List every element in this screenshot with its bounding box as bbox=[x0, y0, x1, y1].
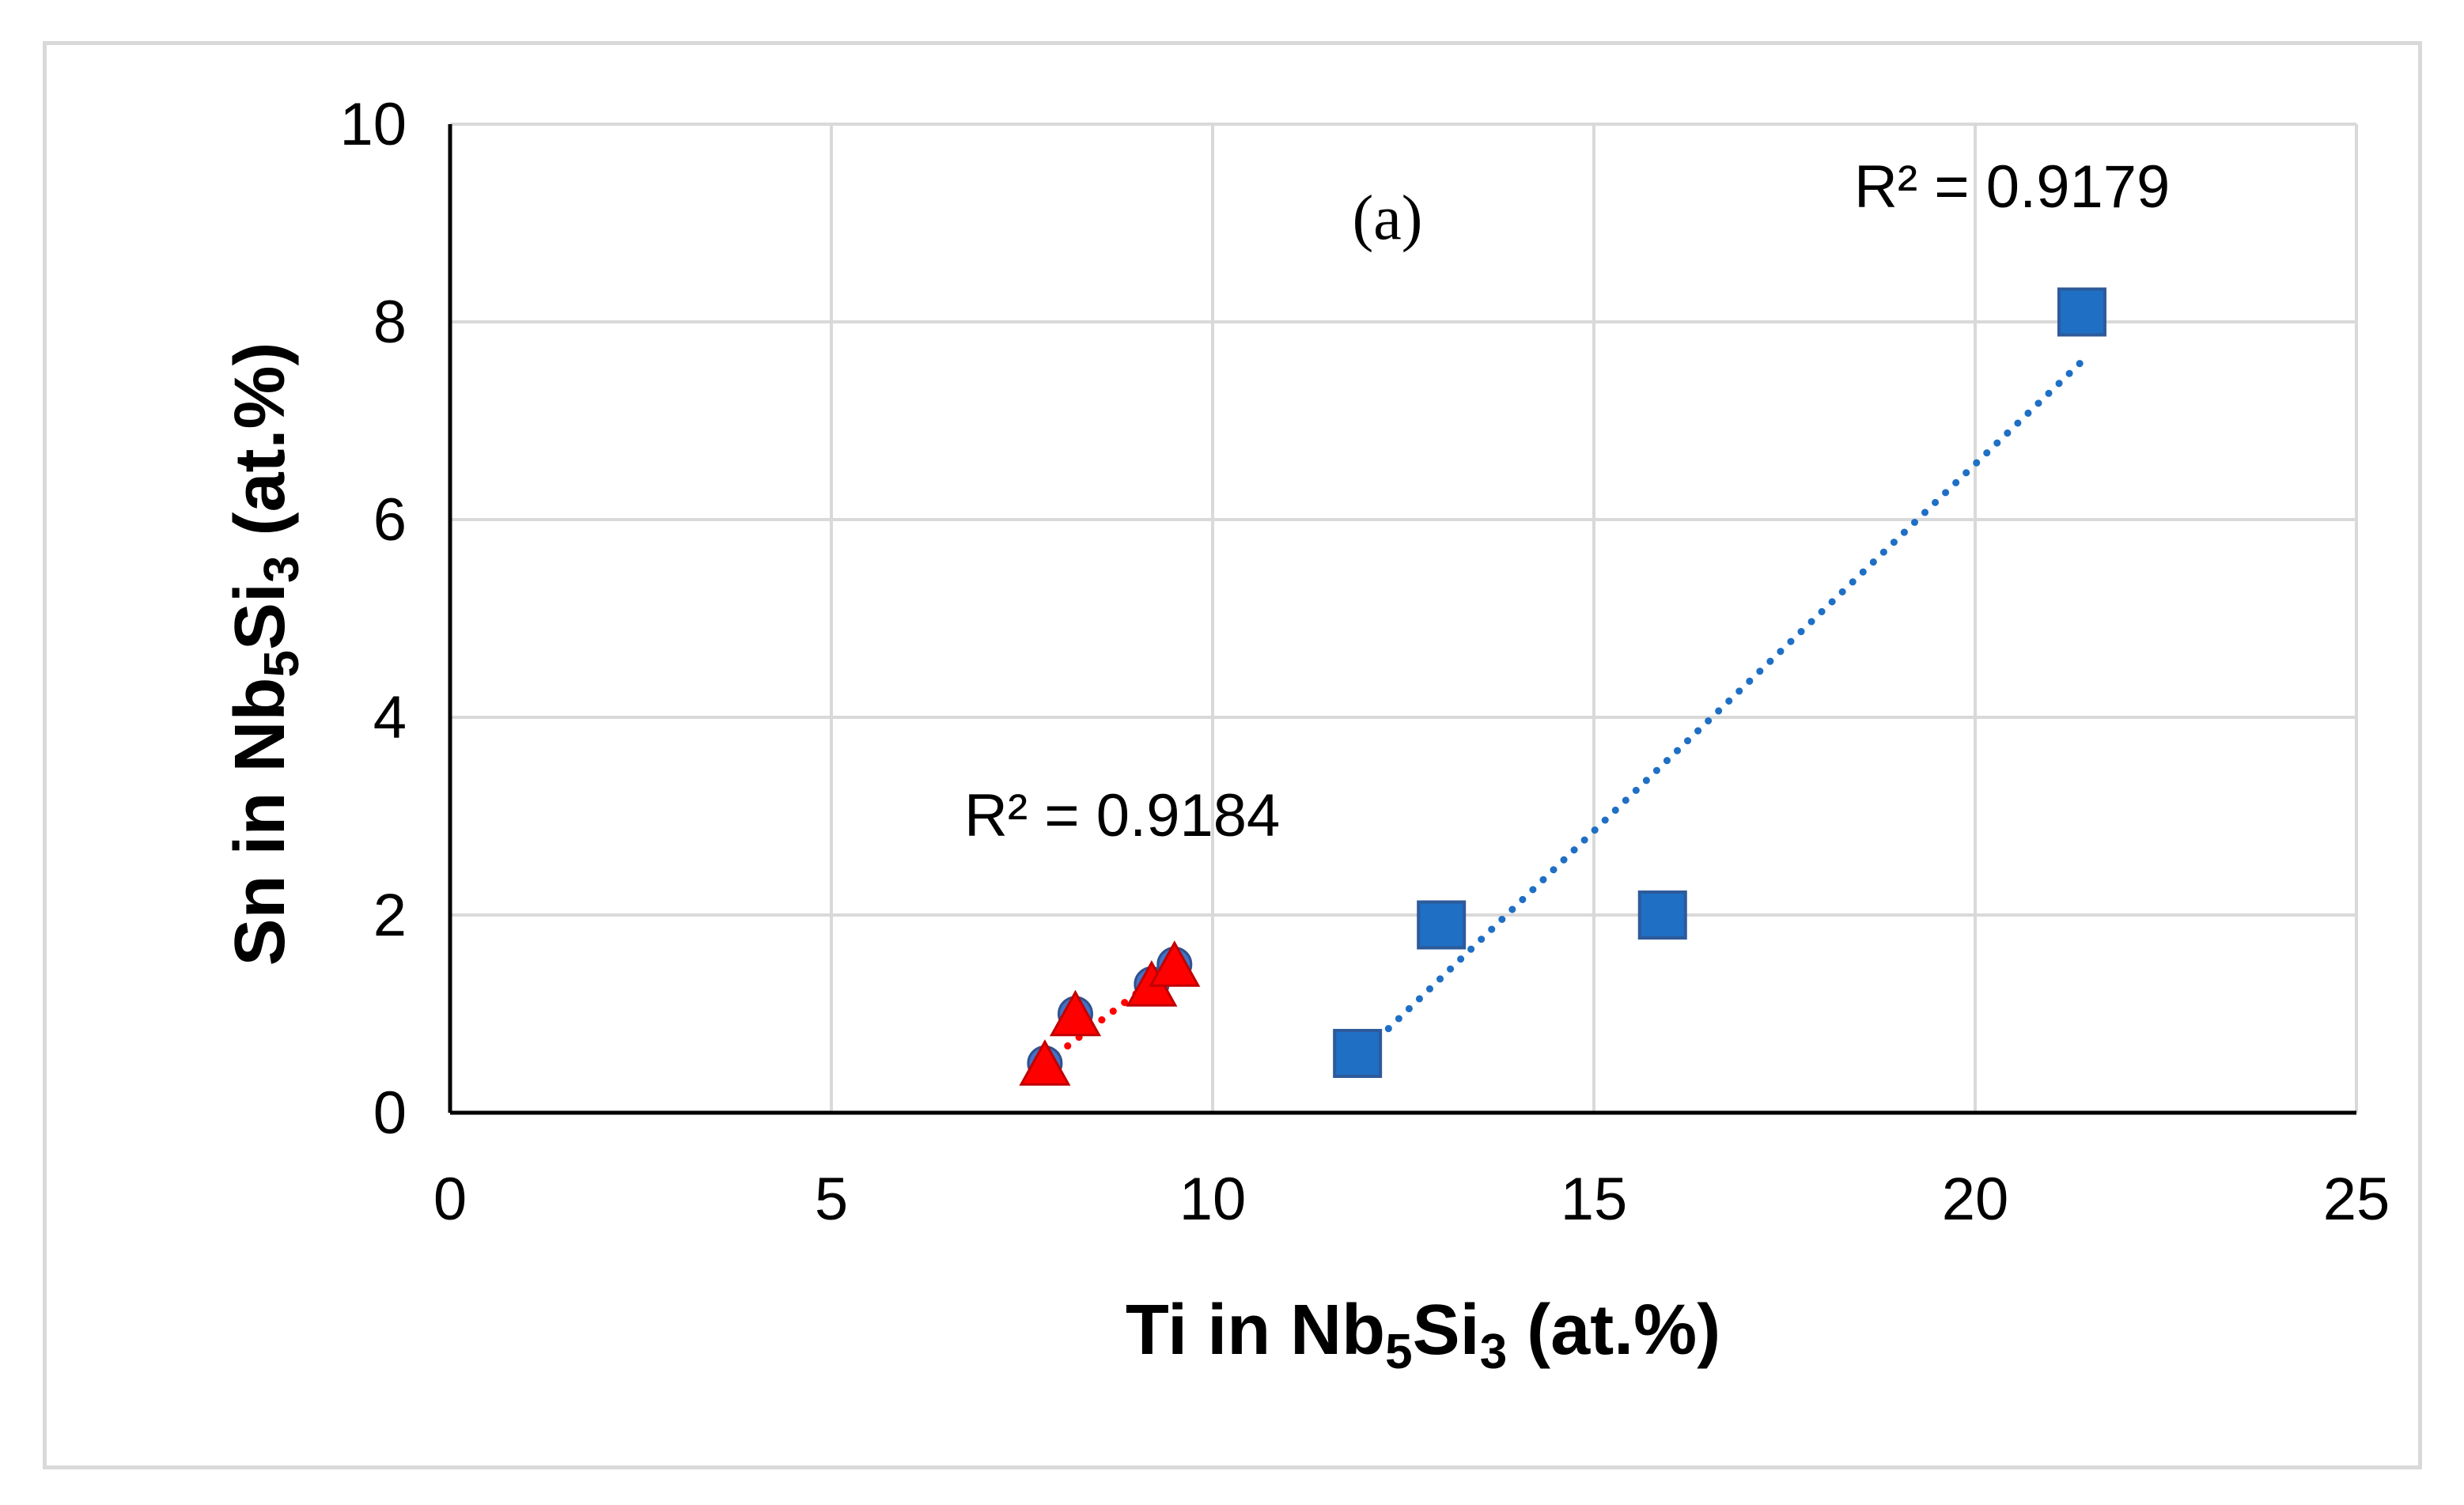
y-tick-label: 8 bbox=[373, 289, 407, 356]
y-label-tail: (at.%) bbox=[221, 342, 300, 556]
triangle-marker bbox=[1149, 940, 1201, 987]
triangle-marker bbox=[1049, 989, 1102, 1037]
y-label-mid: Si bbox=[221, 583, 300, 650]
scatter-chart: 0 5 10 15 20 25 0 2 4 6 8 10 (a) R² = 0.9179 R² = 0… bbox=[221, 91, 2390, 1379]
x-label-sub2: 3 bbox=[1480, 1325, 1507, 1379]
square-marker bbox=[1637, 891, 1687, 940]
x-label-sub1: 5 bbox=[1385, 1325, 1412, 1379]
y-tick-label: 0 bbox=[373, 1080, 407, 1147]
r2-label-triangles: R² = 0.9184 bbox=[964, 782, 1280, 849]
y-label-sub1: 5 bbox=[255, 650, 309, 677]
y-label-base: Sn in Nb bbox=[221, 678, 300, 966]
triangle-marker bbox=[1019, 1039, 1071, 1086]
y-axis-label: Sn in Nb5Si3 (at.%) bbox=[221, 342, 309, 966]
square-marker bbox=[2057, 287, 2106, 337]
r2-label-squares: R² = 0.9179 bbox=[1854, 153, 2170, 221]
square-marker bbox=[1333, 1029, 1383, 1078]
y-tick-label: 4 bbox=[373, 684, 407, 751]
square-marker bbox=[1417, 900, 1467, 950]
gridlines bbox=[450, 123, 2358, 1113]
trendlines bbox=[1041, 357, 2086, 1067]
x-label-base: Ti in Nb bbox=[1126, 1291, 1385, 1370]
x-tick-label: 20 bbox=[1942, 1166, 2009, 1233]
x-tick-label: 25 bbox=[2323, 1166, 2390, 1233]
trendline bbox=[1041, 961, 1179, 1067]
y-tick-label: 2 bbox=[373, 882, 407, 949]
y-label-sub2: 3 bbox=[255, 556, 309, 583]
x-axis-label: Ti in Nb5Si3 (at.%) bbox=[1126, 1291, 1720, 1379]
trendline bbox=[1353, 357, 2086, 1062]
tick-labels: 0 5 10 15 20 25 0 2 4 6 8 10 bbox=[339, 91, 2390, 1233]
y-tick-label: 6 bbox=[373, 486, 407, 554]
x-tick-label: 10 bbox=[1179, 1166, 1247, 1233]
axes bbox=[448, 124, 2356, 1115]
x-label-tail: (at.%) bbox=[1507, 1291, 1720, 1370]
panel-label: (a) bbox=[1353, 183, 1423, 253]
x-tick-label: 0 bbox=[433, 1166, 467, 1233]
data-points bbox=[1019, 287, 2106, 1086]
y-tick-label: 10 bbox=[339, 91, 407, 158]
x-label-mid: Si bbox=[1413, 1291, 1480, 1370]
chart-frame: 0 5 10 15 20 25 0 2 4 6 8 10 (a) R² = 0.9179 R² = 0… bbox=[43, 41, 2422, 1469]
x-tick-label: 5 bbox=[815, 1166, 848, 1233]
x-tick-label: 15 bbox=[1561, 1166, 1628, 1233]
